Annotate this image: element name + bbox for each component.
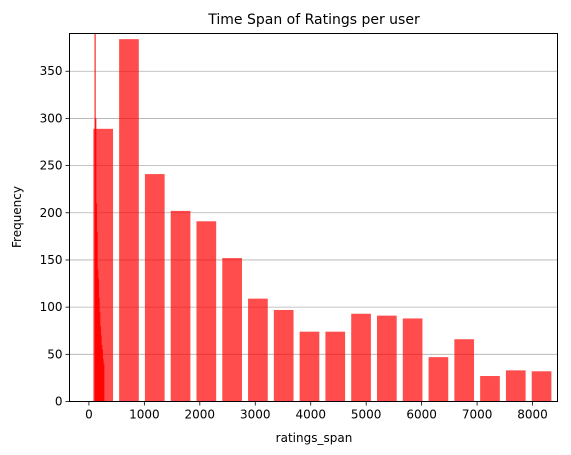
x-tick-label: 0 — [85, 408, 93, 422]
fine-histogram-spike — [103, 363, 105, 402]
histogram-bar — [454, 339, 475, 402]
histogram-bar — [119, 39, 139, 402]
x-tick-label: 6000 — [406, 408, 437, 422]
histogram-bar — [222, 258, 242, 402]
y-tick-label: 350 — [40, 64, 63, 78]
fine-histogram-spike — [99, 326, 102, 402]
histogram-bar — [531, 371, 552, 402]
histogram-bar — [248, 298, 268, 402]
y-tick-label: 200 — [40, 206, 63, 220]
x-tick-label: 5000 — [351, 408, 382, 422]
x-tick-label: 4000 — [295, 408, 326, 422]
histogram-bar — [402, 318, 423, 402]
histogram-bar — [325, 331, 346, 402]
fine-histogram-spike — [95, 203, 98, 402]
fine-histogram-spikes — [94, 33, 105, 402]
histogram-bar — [376, 315, 397, 402]
fine-histogram-spike — [95, 118, 97, 402]
y-axis-ticks: 0 50 100 150 200 250 300 350 — [40, 64, 70, 409]
y-tick-label: 250 — [40, 159, 63, 173]
histogram-bar — [170, 210, 191, 402]
fine-histogram-spike — [100, 335, 102, 402]
fine-histogram-spike — [101, 349, 104, 402]
fine-histogram-spike — [97, 269, 99, 402]
y-axis-label: Frequency — [10, 186, 24, 248]
x-tick-label: 8000 — [517, 408, 548, 422]
histogram-bars — [93, 39, 552, 402]
histogram-bar — [480, 376, 500, 402]
grid-lines — [69, 70, 558, 355]
fine-histogram-spike — [97, 278, 100, 402]
y-tick-label: 0 — [55, 395, 63, 409]
histogram-bar — [273, 309, 294, 402]
fine-histogram-spike — [102, 359, 104, 402]
chart-title: Time Span of Ratings per user — [207, 12, 420, 28]
y-tick-label: 100 — [40, 300, 63, 314]
histogram-bar — [351, 313, 371, 402]
y-tick-label: 150 — [40, 253, 63, 267]
x-tick-label: 7000 — [462, 408, 493, 422]
x-axis-label: ratings_span — [276, 431, 353, 445]
fine-histogram-spike — [99, 311, 101, 402]
plot-frame — [69, 33, 558, 402]
histogram-bar — [196, 221, 217, 402]
x-tick-label: 1000 — [129, 408, 160, 422]
fine-histogram-spike — [94, 33, 96, 402]
histogram-bar — [428, 357, 449, 402]
fine-histogram-spike — [96, 231, 98, 402]
x-tick-label: 3000 — [240, 408, 271, 422]
x-tick-label: 2000 — [185, 408, 216, 422]
y-tick-label: 50 — [47, 347, 62, 361]
histogram-bar — [505, 370, 526, 402]
y-tick-label: 300 — [40, 111, 63, 125]
fine-histogram-spike — [98, 297, 100, 402]
histogram-bar — [144, 174, 165, 402]
fine-histogram-spike — [101, 344, 103, 402]
x-axis-ticks: 0 1000 2000 3000 4000 5000 6000 7000 8000 — [85, 401, 548, 422]
histogram-bar — [299, 331, 320, 402]
